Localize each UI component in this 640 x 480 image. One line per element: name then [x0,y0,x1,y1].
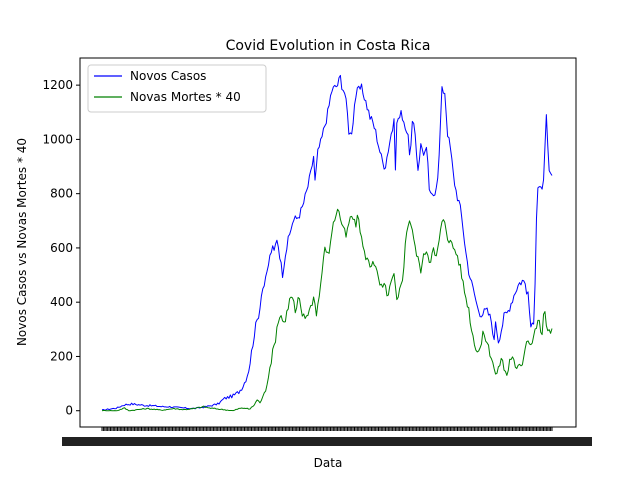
x-tick-labels-overlapping [62,437,592,446]
y-tick-label: 600 [50,241,73,255]
series-line-novos-casos [101,74,553,411]
legend: Novos Casos Novas Mortes * 40 [87,64,267,113]
legend-label-novas-mortes: Novas Mortes * 40 [130,90,241,104]
plot-area [80,58,576,427]
y-tick-label: 200 [50,349,73,363]
y-axis: 0 200 400 600 800 1000 1200 [42,78,80,418]
legend-box [87,64,267,113]
y-tick-label: 0 [65,404,73,418]
y-tick-label: 1000 [42,132,73,146]
x-axis-label: Data [314,456,343,470]
plot-frame [79,57,577,428]
chart-title: Covid Evolution in Costa Rica [226,38,431,54]
series-line-novas-mortes [101,208,553,412]
y-tick-label: 1200 [42,78,73,92]
y-tick-label: 800 [50,187,73,201]
y-tick-label: 400 [50,295,73,309]
x-ticks [101,427,553,431]
series-layer [101,74,553,412]
legend-label-novos-casos: Novos Casos [130,69,206,83]
x-axis [62,427,592,446]
y-axis-label: Novos Casos vs Novas Mortes * 40 [15,138,29,346]
